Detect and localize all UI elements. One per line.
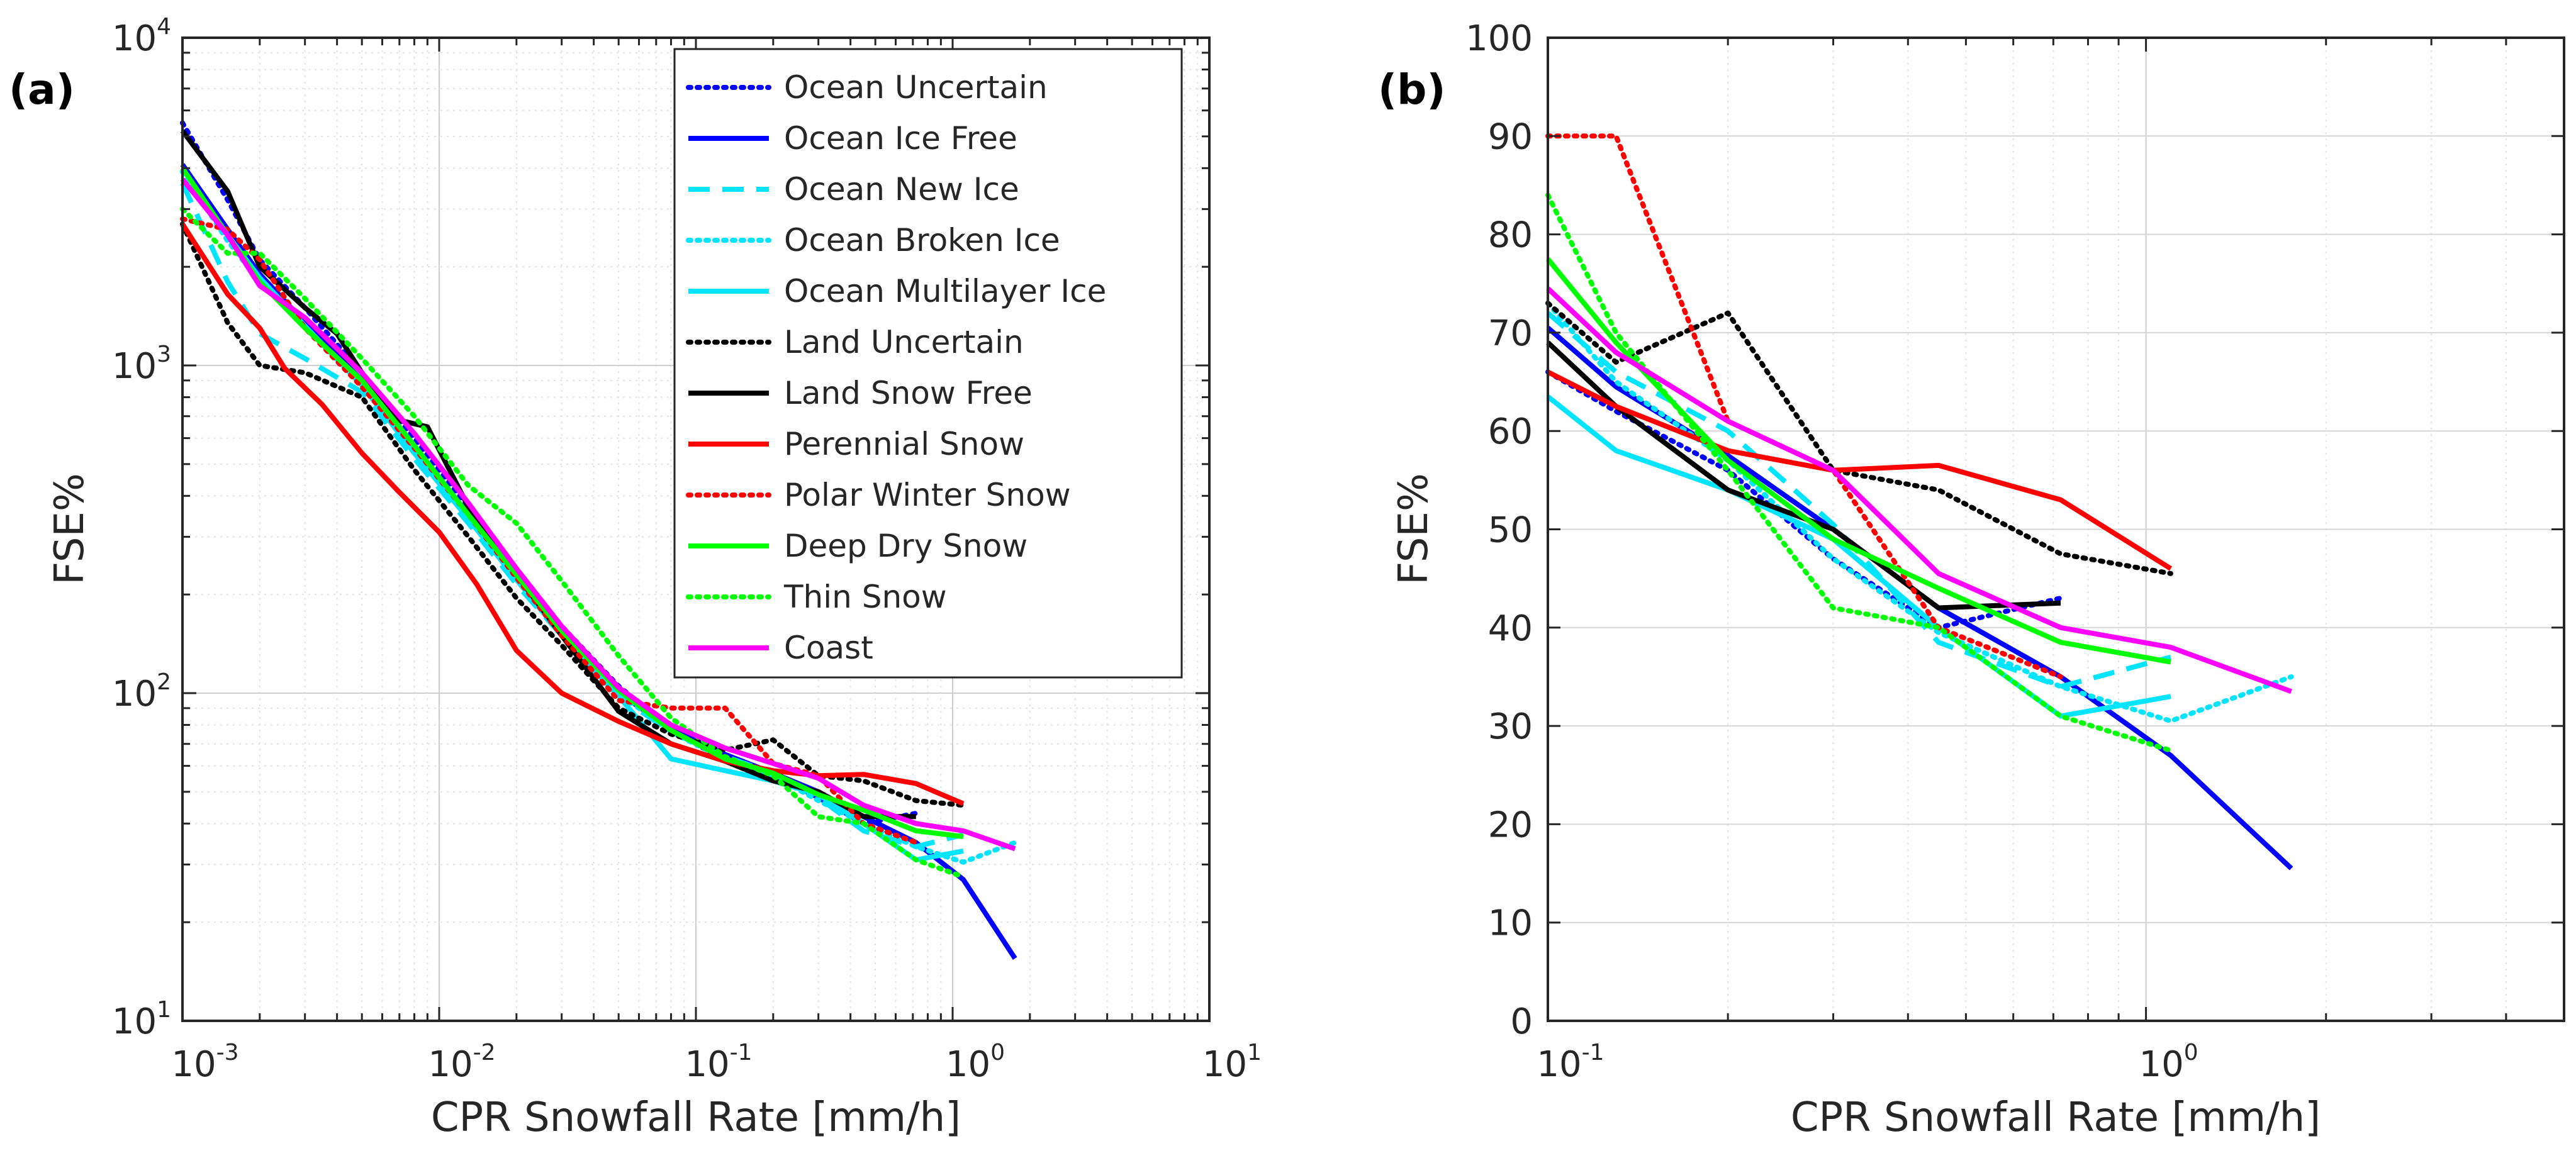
series-line-ocean-broken-ice (1545, 301, 2294, 724)
series-line-coast (1546, 286, 2292, 694)
legend-item: Land Uncertain (686, 324, 1024, 360)
series-line-land-uncertain (1545, 301, 2173, 576)
chart-panel-b: (b) 0 10 20 30 40 50 60 70 80 90 100 10-1 100 CPR Sn… (1378, 18, 2565, 1141)
y-tick-label: 30 (1488, 706, 1533, 747)
legend-item: Thin Snow (686, 579, 947, 615)
y-tick-label: 60 (1488, 411, 1533, 452)
legend-label: Ocean Broken Ice (784, 222, 1060, 259)
y-tick-label: 40 (1488, 608, 1533, 649)
series-layer-a (180, 120, 1018, 960)
y-tick-label: 80 (1488, 215, 1533, 256)
x-tick-label: 10-1 (1537, 1040, 1604, 1085)
y-tick-label: 50 (1488, 510, 1533, 551)
legend-item: Ocean Uncertain (686, 69, 1048, 106)
y-tick-label: 102 (112, 669, 171, 715)
legend-label: Ocean Uncertain (784, 69, 1048, 106)
x-tick-label: 10-2 (428, 1040, 495, 1085)
panel-label-b: (b) (1378, 65, 1446, 114)
series-line-deep-dry-snow (180, 167, 964, 839)
legend-a: Ocean Uncertain Ocean Ice Free Ocean New I… (673, 48, 1183, 679)
y-tick-label: 100 (1465, 18, 1533, 59)
legend-label: Land Uncertain (784, 324, 1024, 360)
series-line-ocean-new-ice (1546, 311, 2171, 689)
x-tick-label: 10-3 (171, 1040, 238, 1085)
y-tick-label: 101 (112, 997, 171, 1042)
series-line-deep-dry-snow (1545, 257, 2171, 665)
legend-item: Ocean Broken Ice (686, 222, 1060, 259)
x-tick-label: 10-1 (685, 1040, 752, 1085)
x-axis-label-a: CPR Snowfall Rate [mm/h] (431, 1094, 961, 1141)
legend-label: Land Snow Free (784, 375, 1033, 411)
x-tick-label: 101 (1202, 1040, 1262, 1085)
legend-label: Polar Winter Snow (784, 477, 1071, 513)
legend-label: Ocean Multilayer Ice (784, 273, 1106, 309)
y-tick-label: 70 (1488, 313, 1533, 354)
legend-box-a (673, 48, 1183, 679)
x-tick-label: 100 (2139, 1040, 2198, 1085)
legend-item: Perennial Snow (688, 426, 1024, 462)
series-line-coast (180, 177, 1016, 852)
series-layer-b (1545, 133, 2294, 871)
legend-item: Polar Winter Snow (686, 477, 1071, 513)
legend-label: Ocean New Ice (784, 171, 1019, 208)
series-line-thin-snow (1545, 192, 2173, 754)
ticks-a: 101 102 103 104 10-3 10-2 10-1 100 101 (112, 14, 1262, 1085)
legend-item: Deep Dry Snow (688, 528, 1028, 564)
legend-label: Deep Dry Snow (784, 528, 1028, 564)
x-tick-label: 100 (946, 1040, 1005, 1085)
y-tick-label: 10 (1488, 903, 1533, 944)
y-tick-label: 20 (1488, 804, 1533, 845)
y-tick-label: 90 (1488, 116, 1533, 157)
series-line-land-snow-free (1546, 340, 2061, 611)
legend-label: Thin Snow (783, 579, 947, 615)
legend-item: Ocean Ice Free (688, 120, 1017, 157)
y-tick-label: 104 (112, 14, 171, 59)
y-axis-label-b: FSE% (1391, 473, 1437, 585)
legend-item: Ocean New Ice (688, 171, 1019, 208)
legend-item: Ocean Multilayer Ice (688, 273, 1106, 309)
y-tick-label: 0 (1510, 1001, 1533, 1042)
legend-label: Perennial Snow (784, 426, 1024, 462)
y-tick-label: 103 (112, 342, 171, 387)
legend-item: Coast (688, 630, 873, 666)
legend-label: Coast (784, 630, 873, 666)
series-line-thin-snow (180, 206, 966, 880)
chart-panel-a: (a) 101 102 103 104 10-3 10-2 10-1 100 101 CPR S… (9, 14, 1262, 1141)
legend-item: Land Snow Free (688, 375, 1033, 411)
legend-items-a: Ocean Uncertain Ocean Ice Free Ocean New I… (686, 69, 1106, 666)
legend-label: Ocean Ice Free (784, 120, 1017, 157)
x-axis-label-b: CPR Snowfall Rate [mm/h] (1791, 1094, 2321, 1141)
panel-label-a: (a) (9, 65, 75, 114)
ticks-b: 0 10 20 30 40 50 60 70 80 90 100 10-1 100 (1465, 18, 2565, 1085)
y-axis-label-a: FSE% (47, 473, 93, 585)
